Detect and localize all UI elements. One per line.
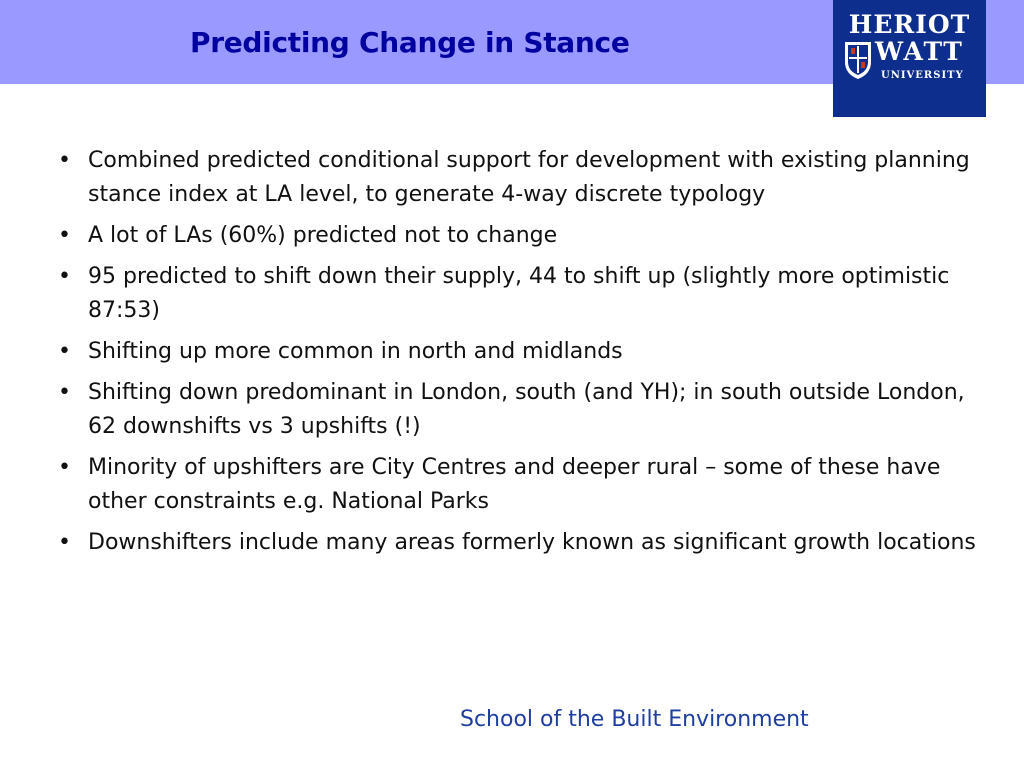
bullet-text: A lot of LAs (60%) predicted not to chan…	[88, 223, 558, 248]
bullet-item: • 95 predicted to shift down their supply…	[52, 260, 982, 328]
bullet-item: • Minority of upshifters are City Centres…	[52, 451, 982, 519]
bullet-icon: •	[58, 223, 71, 248]
logo-line-watt: WATT	[875, 37, 964, 66]
bullet-text: Minority of upshifters are City Centres …	[88, 455, 941, 514]
bullet-icon: •	[58, 380, 71, 405]
bullet-item: • A lot of LAs (60%) predicted not to cha…	[52, 219, 982, 253]
logo-line-university: UNIVERSITY	[881, 70, 964, 81]
bullet-item: • Shifting up more common in north and mi…	[52, 335, 982, 369]
bullet-item: • Shifting down predominant in London, so…	[52, 376, 982, 444]
bullet-text: Downshifters include many areas formerly…	[88, 530, 976, 555]
slide-title: Predicting Change in Stance	[190, 26, 630, 59]
bullet-text: Combined predicted conditional support f…	[88, 148, 970, 207]
bullet-list: • Combined predicted conditional support …	[52, 144, 982, 567]
footer-school-name: School of the Built Environment	[460, 707, 809, 732]
bullet-icon: •	[58, 264, 71, 289]
bullet-icon: •	[58, 339, 71, 364]
bullet-item: • Combined predicted conditional support …	[52, 144, 982, 212]
bullet-icon: •	[58, 530, 71, 555]
bullet-icon: •	[58, 148, 71, 173]
university-logo: HERIOT WATT UNIVERSITY	[833, 0, 986, 117]
logo-line-heriot: HERIOT	[848, 10, 971, 39]
crest-icon	[845, 42, 871, 79]
bullet-icon: •	[58, 455, 71, 480]
bullet-item: • Downshifters include many areas formerl…	[52, 526, 982, 560]
bullet-text: 95 predicted to shift down their supply,…	[88, 264, 950, 323]
bullet-text: Shifting down predominant in London, sou…	[88, 380, 965, 439]
bullet-text: Shifting up more common in north and mid…	[88, 339, 623, 364]
